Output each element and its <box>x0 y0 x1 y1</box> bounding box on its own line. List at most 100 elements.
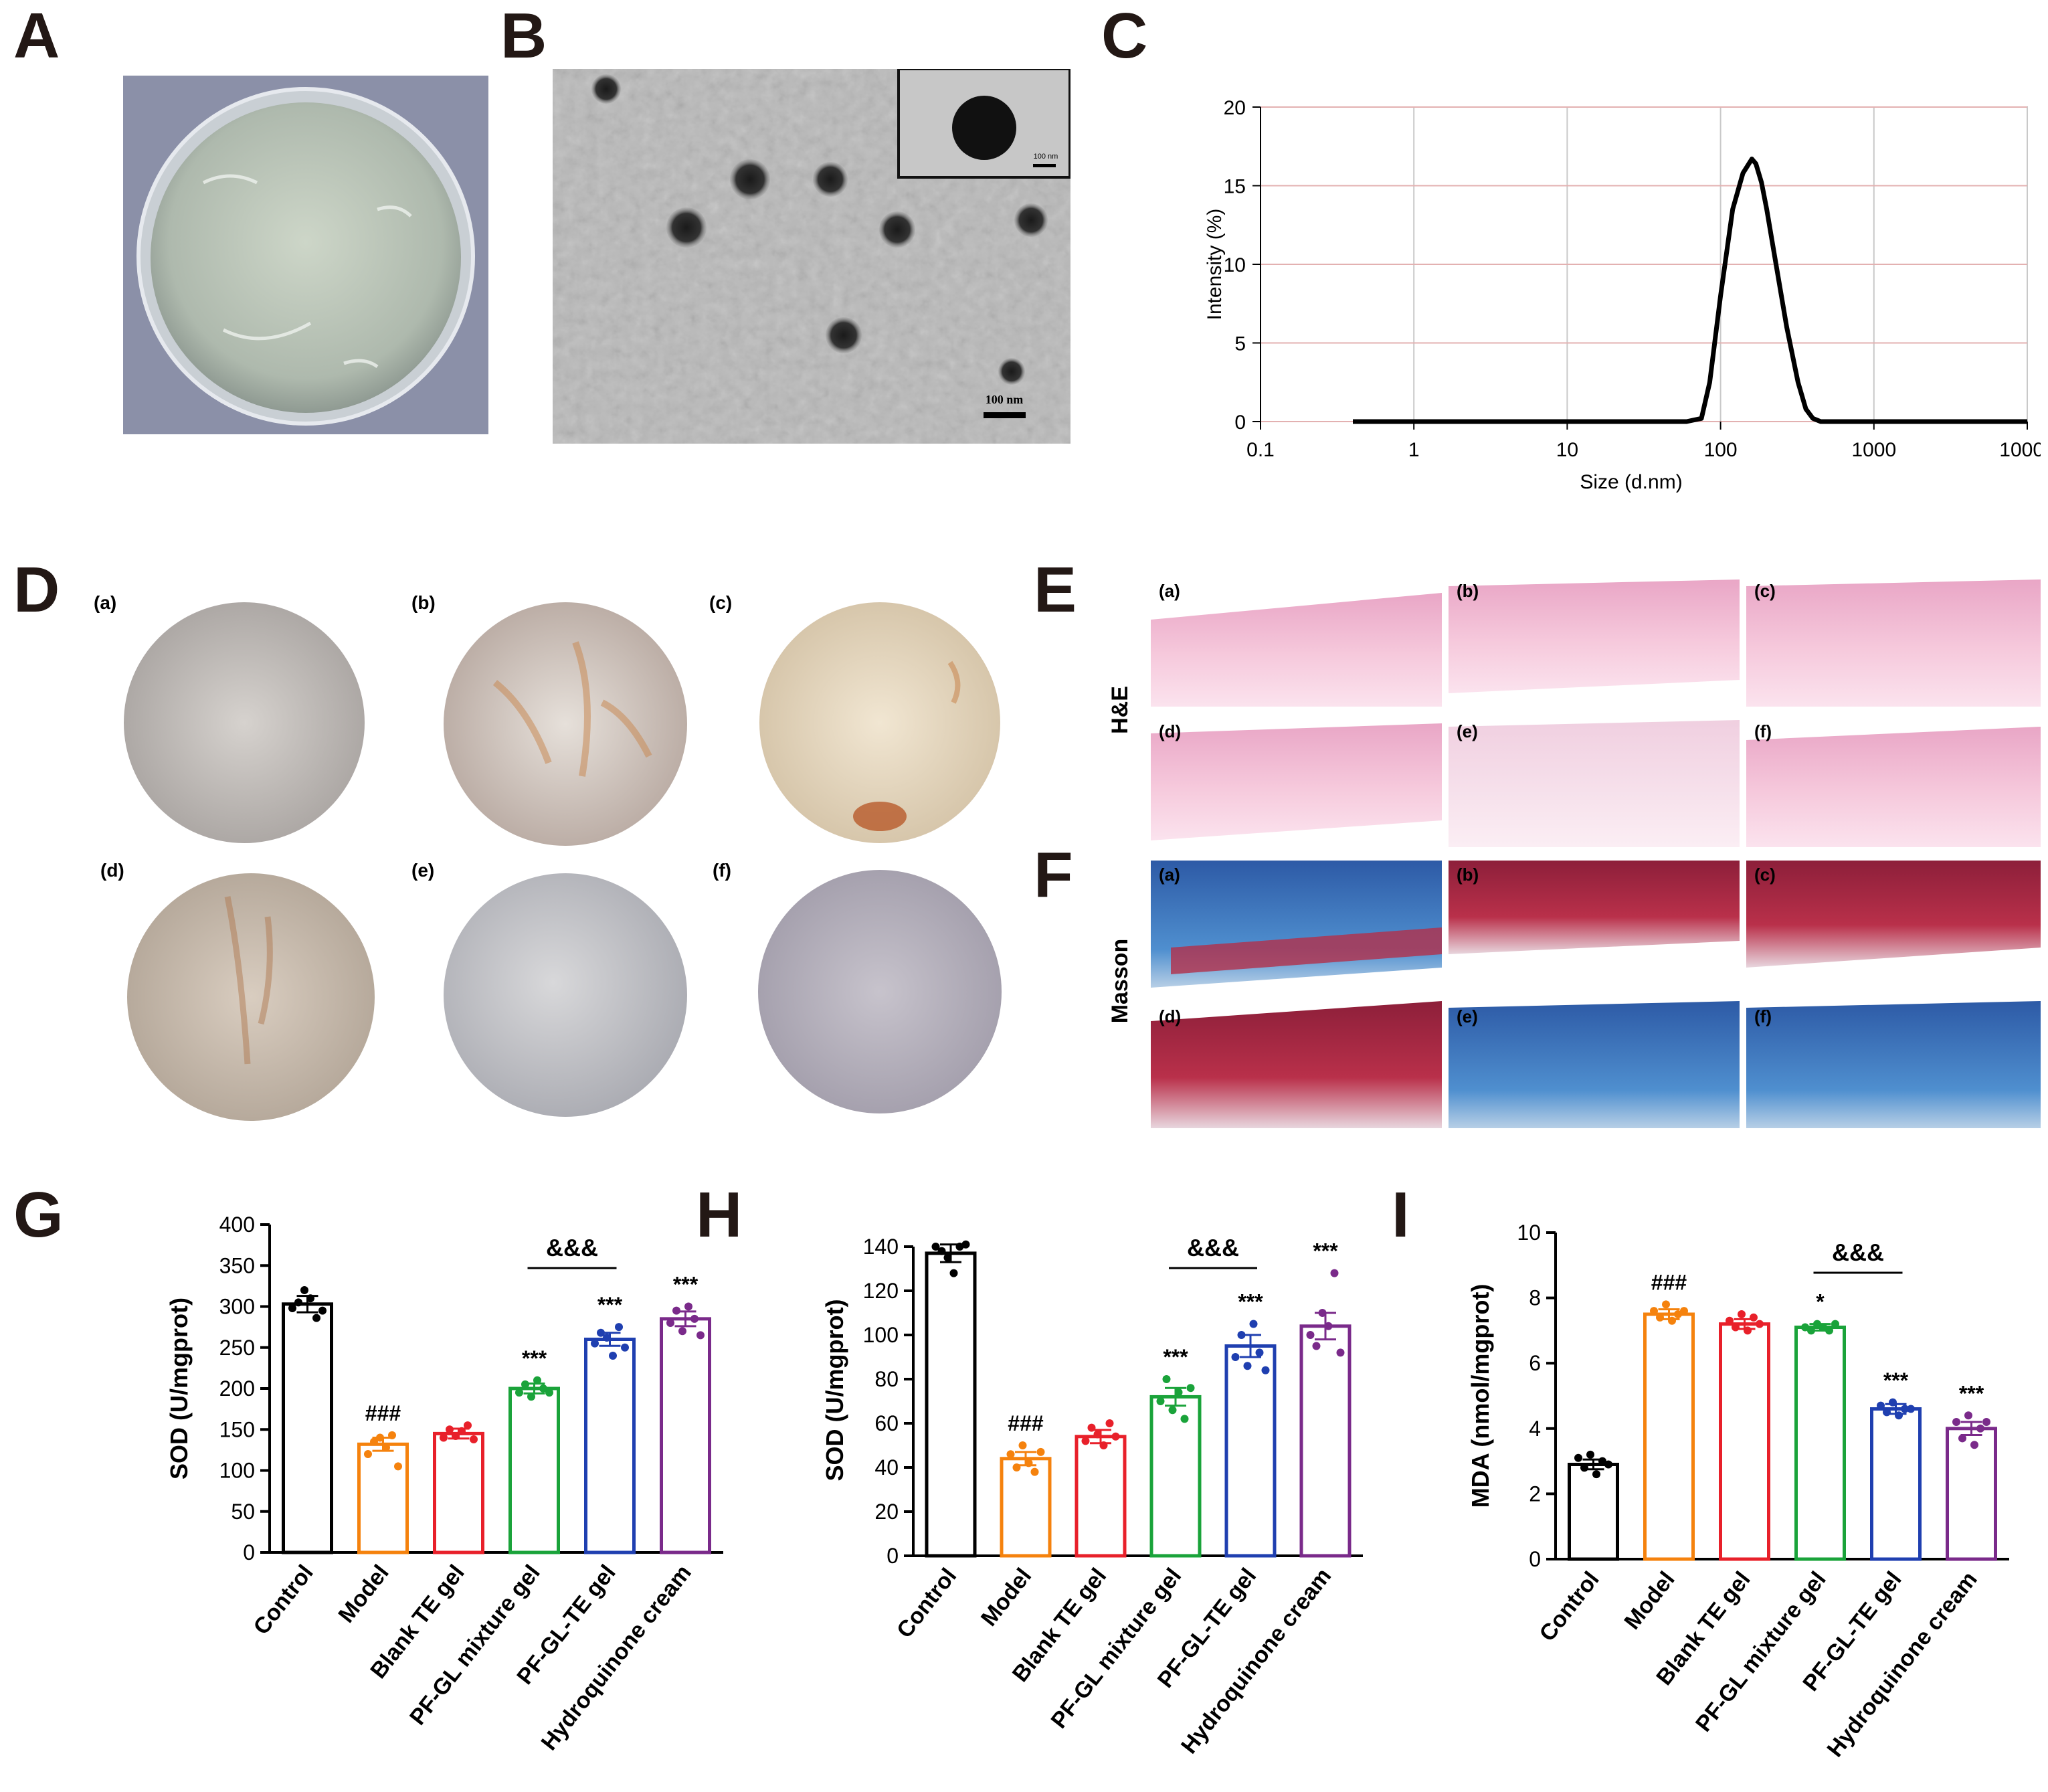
bar-hydroquinone <box>660 1317 711 1554</box>
y-tick-label: 8 <box>1529 1286 1541 1310</box>
dermoscopy-b <box>444 602 687 846</box>
data-point <box>318 1306 327 1315</box>
significance-mark: *** <box>1163 1345 1188 1369</box>
bar-model <box>1643 1312 1695 1561</box>
stain-label-he: H&E <box>1107 686 1133 734</box>
significance-mark: *** <box>1959 1381 1984 1405</box>
data-point <box>597 1328 605 1337</box>
data-point <box>1807 1326 1815 1335</box>
y-tick-label: 120 <box>863 1279 899 1303</box>
x-tick-label: 10 <box>1556 439 1578 461</box>
tem-scale-label: 100 nm <box>986 393 1024 406</box>
data-point <box>440 1433 448 1442</box>
significance-mark: ### <box>365 1401 401 1425</box>
data-point <box>678 1327 686 1336</box>
bracket-label: &&& <box>1187 1234 1239 1261</box>
masson-sublabel-a: (a) <box>1159 865 1180 885</box>
data-point <box>1105 1419 1114 1427</box>
data-point <box>312 1314 320 1322</box>
y-tick-label: 20 <box>874 1500 899 1524</box>
bar-hydroquinone <box>1946 1427 1997 1561</box>
data-point <box>1156 1397 1165 1405</box>
skin-dermoscopy-grid: (a) (b) (c) (d) (e) (f) <box>94 592 1002 1121</box>
y-axis-label: SOD (U/mgprot) <box>823 1300 848 1482</box>
y-tick-label: 15 <box>1224 176 1246 198</box>
y-tick-label: 40 <box>874 1455 899 1480</box>
data-point <box>1006 1450 1015 1459</box>
data-point <box>545 1388 553 1397</box>
data-point <box>1819 1323 1827 1332</box>
y-axis-label: Intensity (%) <box>1204 209 1226 321</box>
data-point <box>1306 1331 1315 1339</box>
data-point <box>300 1286 308 1294</box>
data-point <box>1877 1401 1885 1410</box>
data-point <box>533 1376 541 1384</box>
data-point <box>306 1294 314 1303</box>
sublabel-c: (c) <box>709 592 732 613</box>
data-point <box>1574 1453 1582 1462</box>
data-point <box>1901 1405 1909 1413</box>
data-point <box>539 1384 547 1393</box>
data-point <box>937 1247 946 1255</box>
data-point <box>1738 1310 1746 1318</box>
he-sublabel-f: (f) <box>1754 721 1772 741</box>
he-sublabel-e: (e) <box>1457 721 1478 741</box>
panel-label-h: H <box>696 1179 743 1251</box>
y-tick-label: 10 <box>1224 254 1246 276</box>
significance-mark: ### <box>1651 1270 1687 1294</box>
y-tick-label: 100 <box>863 1323 899 1347</box>
significance-mark: *** <box>1238 1290 1263 1314</box>
data-point <box>696 1331 705 1340</box>
data-point <box>1662 1300 1670 1309</box>
data-point <box>515 1388 523 1397</box>
panel-label-c: C <box>1101 0 1148 72</box>
data-point <box>1970 1441 1978 1449</box>
data-point <box>1756 1320 1764 1328</box>
data-point <box>1883 1408 1891 1417</box>
category-label: PF-GL mixture gel <box>405 1560 545 1730</box>
x-tick-label: 0.1 <box>1246 439 1275 461</box>
data-point <box>1093 1430 1102 1439</box>
y-tick-label: 150 <box>219 1417 255 1441</box>
y-tick-label: 0 <box>887 1544 899 1568</box>
data-point <box>1674 1310 1682 1318</box>
bar-model <box>1000 1457 1052 1558</box>
dermoscopy-a <box>124 602 365 843</box>
data-point <box>1586 1450 1594 1459</box>
data-point <box>1036 1447 1045 1456</box>
significance-mark: ### <box>1008 1411 1044 1435</box>
data-point <box>376 1433 384 1442</box>
he-row-2 <box>1151 715 2041 848</box>
chart-sod-g: 0 50 100 150 200 250 300 350 400 SOD (U/mgprot) Co… <box>165 1213 723 1755</box>
data-point <box>521 1380 529 1388</box>
data-point <box>1330 1269 1339 1277</box>
data-point <box>394 1462 402 1471</box>
category-label: Control <box>248 1560 318 1640</box>
sublabel-a: (a) <box>94 592 116 613</box>
data-point <box>1650 1307 1658 1316</box>
data-point <box>1668 1316 1676 1325</box>
category-label: Model <box>976 1564 1036 1631</box>
data-point <box>591 1339 599 1348</box>
data-point <box>1604 1460 1612 1469</box>
data-point <box>1976 1424 1984 1433</box>
histology-grid: H&E Masson (a) (b) (c) (d) <box>1107 573 2041 1132</box>
data-point <box>1012 1463 1021 1471</box>
data-point <box>1813 1320 1821 1328</box>
data-point <box>666 1319 674 1327</box>
bar-pftegel <box>1870 1407 1922 1561</box>
data-point <box>1336 1348 1345 1357</box>
data-point <box>943 1253 952 1262</box>
data-point <box>1750 1313 1758 1322</box>
data-point <box>1249 1320 1258 1328</box>
data-point <box>1237 1331 1246 1339</box>
y-tick-label: 250 <box>219 1336 255 1360</box>
y-tick-label: 400 <box>219 1213 255 1237</box>
data-point <box>1099 1441 1108 1449</box>
data-point <box>1732 1323 1740 1332</box>
data-point <box>1964 1411 1972 1420</box>
data-point <box>1231 1353 1240 1361</box>
chart-sod-h: 0 20 40 60 80 100 120 140 SOD (U/mgprot) Control #… <box>823 1234 1363 1759</box>
data-point <box>458 1427 466 1435</box>
